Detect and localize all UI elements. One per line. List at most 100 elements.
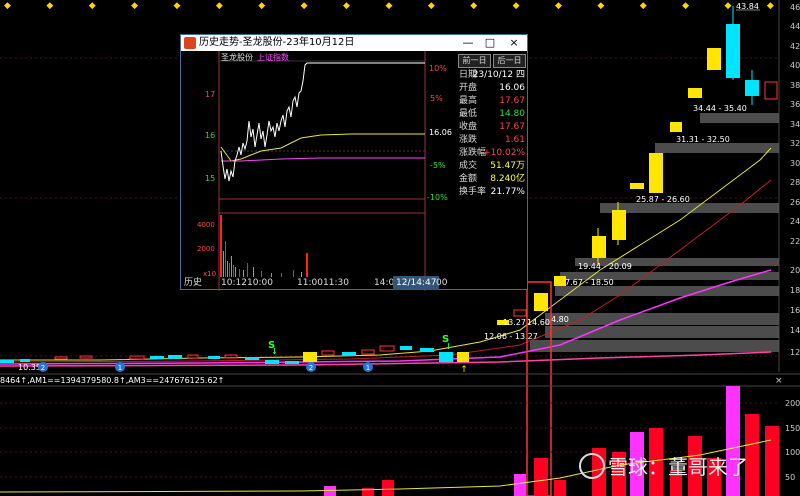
info-value: 8.240亿 bbox=[490, 174, 525, 184]
info-label: 最低 bbox=[459, 109, 478, 119]
volume-ma-line bbox=[0, 439, 772, 493]
svg-text:18: 18 bbox=[790, 286, 800, 295]
svg-text:4000: 4000 bbox=[197, 221, 215, 229]
svg-text:1: 1 bbox=[366, 364, 370, 372]
svg-text:14: 14 bbox=[790, 326, 800, 335]
info-value: 1.61 bbox=[504, 135, 525, 145]
svg-text:28: 28 bbox=[790, 178, 800, 187]
info-row: 换手率 21.77% bbox=[459, 186, 525, 198]
info-label: 涨跌幅 bbox=[459, 148, 487, 158]
svg-text:1: 1 bbox=[118, 364, 122, 372]
svg-text:34.44 - 35.40: 34.44 - 35.40 bbox=[693, 104, 747, 113]
svg-text:13.27: 13.27 bbox=[503, 318, 526, 327]
close-button[interactable]: × bbox=[509, 36, 519, 49]
svg-text:200: 200 bbox=[785, 399, 800, 408]
sell-signals: S ↓ S ↓ bbox=[268, 334, 452, 356]
svg-text:7.67 - 18.50: 7.67 - 18.50 bbox=[565, 278, 614, 287]
svg-text:雪球：董哥来了: 雪球：董哥来了 bbox=[608, 455, 748, 479]
svg-text:14.60: 14.60 bbox=[527, 318, 550, 327]
svg-text:100: 100 bbox=[785, 448, 800, 457]
info-label: 涨跌 bbox=[459, 135, 478, 145]
big-candles bbox=[497, 6, 778, 325]
prev-close-label: 16.06 bbox=[429, 128, 452, 137]
info-label: 日期 bbox=[459, 70, 478, 80]
svg-text:2: 2 bbox=[41, 364, 45, 372]
next-day-button[interactable]: 后一日 bbox=[493, 54, 526, 68]
svg-text:x10: x10 bbox=[203, 270, 216, 278]
price-axis: 46 44 42 40 38 36 34 32 30 28 26 24 22 2… bbox=[790, 3, 800, 357]
watermark: 雪球：董哥来了 bbox=[579, 453, 748, 479]
history-label: 历史 bbox=[184, 278, 203, 288]
info-row: 开盘 16.06 bbox=[459, 82, 525, 94]
volume-close-icon[interactable]: × bbox=[775, 376, 783, 386]
maximize-button[interactable]: □ bbox=[484, 36, 496, 49]
svg-text:-10%: -10% bbox=[427, 193, 448, 202]
info-value: 17.67 bbox=[499, 96, 525, 106]
svg-text:46: 46 bbox=[790, 3, 800, 12]
info-panel: 前一日 后一日 日期 23/10/12 四开盘 16.06 最高 17.67 最低 14.8… bbox=[456, 52, 527, 290]
info-row: 最高 17.67 bbox=[459, 95, 525, 107]
svg-text:32: 32 bbox=[790, 139, 800, 148]
info-value: 14.80 bbox=[499, 109, 525, 119]
minimize-button[interactable]: — bbox=[462, 36, 474, 49]
svg-text:10%: 10% bbox=[429, 64, 447, 73]
signal-s: S bbox=[442, 334, 449, 345]
svg-text:150: 150 bbox=[785, 424, 800, 433]
info-label: 开盘 bbox=[459, 83, 478, 93]
intraday-volume-axis: 4000 2000 x10 bbox=[197, 221, 216, 278]
svg-text:31.31 - 32.50: 31.31 - 32.50 bbox=[676, 135, 730, 144]
svg-text:38: 38 bbox=[790, 81, 800, 90]
svg-text:40: 40 bbox=[790, 61, 800, 70]
svg-text:12.06 - 13.27: 12.06 - 13.27 bbox=[484, 332, 538, 341]
signal-s: S bbox=[268, 340, 275, 351]
svg-text:↓: ↓ bbox=[445, 342, 452, 351]
intraday-index-line bbox=[221, 157, 425, 162]
legend-index: 上证指数 bbox=[257, 52, 289, 62]
popup-titlebar[interactable]: 历史走势-圣龙股份-23年10月12日 — □ × bbox=[181, 35, 527, 51]
volume-axis: 200 150 100 50 bbox=[785, 399, 800, 482]
app-icon bbox=[184, 37, 196, 49]
svg-text:19.44 - 20.09: 19.44 - 20.09 bbox=[578, 262, 632, 271]
svg-text:↓: ↓ bbox=[271, 347, 278, 356]
low-price-label: 10.35 bbox=[18, 363, 41, 372]
price-range-labels: 43.84 10.35 34.44 - 35.40 31.31 - 32.50 … bbox=[18, 2, 760, 372]
svg-text:12: 12 bbox=[790, 348, 800, 357]
volume-indicator-text: 8464↑,AM1==1394379580.8↑,AM3==247676125.… bbox=[0, 376, 224, 385]
svg-text:5%: 5% bbox=[430, 94, 443, 103]
intraday-time-axis: 历史 10:12 10:00 11:00 11:30 14:00 12/14:4… bbox=[184, 276, 448, 290]
prev-day-button[interactable]: 前一日 bbox=[458, 54, 491, 68]
info-row: 涨跌 1.61 bbox=[459, 134, 525, 146]
ma-line-pink bbox=[0, 351, 772, 367]
svg-text:16: 16 bbox=[205, 131, 215, 140]
intraday-price-line bbox=[220, 62, 425, 182]
info-label: 成交 bbox=[459, 161, 478, 171]
info-row: 收盘 17.67 bbox=[459, 121, 525, 133]
svg-text:25.87 - 26.60: 25.87 - 26.60 bbox=[636, 195, 690, 204]
info-value: 16.06 bbox=[499, 83, 525, 93]
legend-stock: 圣龙股份 bbox=[221, 52, 253, 62]
svg-text:24: 24 bbox=[790, 217, 800, 226]
info-row: 日期 23/10/12 四 bbox=[459, 69, 525, 81]
info-label: 收盘 bbox=[459, 122, 478, 132]
info-row: 成交 51.47万 bbox=[459, 160, 525, 172]
intraday-volume-bars bbox=[220, 215, 308, 277]
ma-line-red bbox=[0, 179, 772, 363]
circle-markers: 2 1 2 1 ↑ bbox=[38, 362, 468, 375]
svg-text:44: 44 bbox=[790, 22, 800, 31]
info-row: 金额 8.240亿 bbox=[459, 173, 525, 185]
svg-text:15: 15 bbox=[205, 174, 215, 183]
svg-text:22: 22 bbox=[790, 237, 800, 246]
svg-text:26: 26 bbox=[790, 198, 800, 207]
highlight-box bbox=[526, 281, 552, 496]
intraday-chart[interactable]: 圣龙股份 上证指数 17 16 15 10% 5% -5% -10% 16.06 bbox=[181, 51, 455, 291]
info-value: +10.02% bbox=[483, 148, 525, 158]
info-value: 51.47万 bbox=[490, 161, 525, 171]
info-row: 涨跌幅 +10.02% bbox=[459, 147, 525, 159]
info-value: 21.77% bbox=[490, 187, 525, 197]
history-popup-window[interactable]: 历史走势-圣龙股份-23年10月12日 — □ × 圣龙股份 上证指数 17 1… bbox=[180, 34, 528, 291]
svg-text:20: 20 bbox=[790, 266, 800, 275]
svg-text:-5%: -5% bbox=[430, 161, 446, 170]
svg-text:2: 2 bbox=[309, 364, 313, 372]
svg-text:16: 16 bbox=[790, 306, 800, 315]
